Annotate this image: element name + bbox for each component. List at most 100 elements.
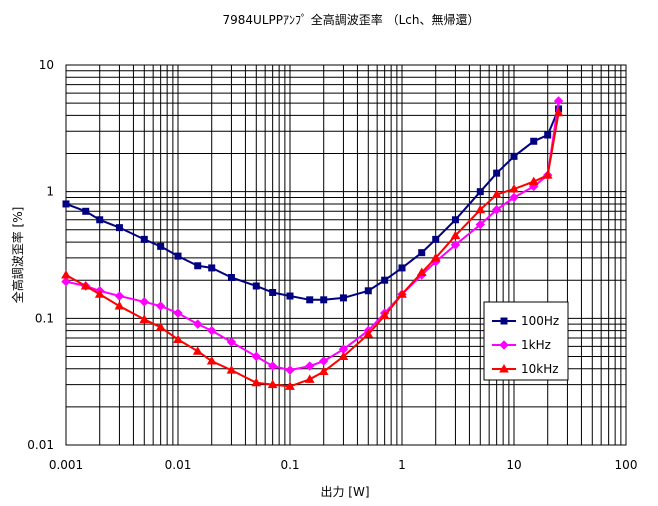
data-point [510, 152, 518, 160]
data-point [318, 366, 329, 376]
data-point [320, 296, 328, 304]
series-line [65, 108, 560, 301]
data-point [252, 282, 260, 290]
data-point [192, 346, 203, 355]
legend-item: 100Hz [492, 314, 559, 328]
series-1kHz [61, 96, 564, 375]
data-point [304, 374, 315, 383]
y-axis-title: 全高調波歪率 [%] [10, 207, 25, 304]
data-point [491, 189, 502, 198]
grid-lines [65, 65, 626, 446]
y-tick-label: 0.01 [27, 438, 54, 452]
data-point [251, 351, 261, 362]
data-point [140, 235, 148, 243]
data-point [530, 137, 538, 145]
plot-area-frame [65, 64, 627, 446]
data-point [509, 192, 519, 203]
data-point [61, 276, 71, 287]
y-tick-label: 10 [39, 58, 54, 72]
x-axis-title: 出力 [W] [320, 485, 369, 499]
data-point [450, 230, 461, 240]
data-point [155, 322, 166, 331]
data-point [61, 269, 71, 279]
data-point [319, 356, 329, 366]
legend-marker [499, 363, 509, 373]
series-line [65, 100, 560, 372]
legend-label: 100Hz [521, 314, 559, 328]
data-point [306, 296, 314, 304]
data-point [208, 264, 216, 272]
x-tick-label: 0.001 [49, 458, 83, 472]
legend-item: 10kHz [492, 362, 559, 376]
data-point [96, 216, 104, 224]
x-tick-label: 0.01 [165, 458, 192, 472]
legend-marker [499, 340, 509, 350]
data-point [193, 319, 203, 329]
data-point [173, 334, 183, 344]
series-10kHz [61, 107, 564, 390]
data-point [542, 170, 553, 179]
data-point [139, 297, 149, 307]
data-point [305, 361, 315, 371]
data-point [450, 240, 461, 250]
data-point [94, 289, 105, 298]
series-line [65, 112, 560, 388]
data-point [493, 169, 501, 177]
data-point [544, 131, 552, 139]
y-axis-tick-labels: 0.01 0.1 1 10 [27, 58, 54, 452]
data-point [381, 276, 389, 284]
data-point [62, 200, 70, 208]
data-point [364, 287, 372, 295]
data-point [363, 329, 374, 338]
data-point [397, 289, 407, 298]
data-point [451, 216, 459, 224]
x-tick-label: 0.1 [280, 458, 299, 472]
data-point [475, 219, 485, 230]
legend: 100Hz 1kHz 10kHz [483, 301, 569, 381]
data-point [267, 361, 278, 371]
data-point [476, 188, 484, 196]
series-layer [61, 96, 564, 390]
y-tick-label: 0.1 [35, 311, 54, 325]
data-point [416, 267, 427, 277]
data-point [226, 337, 237, 347]
data-point [174, 252, 182, 260]
x-tick-label: 1 [398, 458, 406, 472]
chart-title: 7984ULPPｱﾝﾌﾟ 全高調波歪率 （Lch、無帰還） [223, 12, 480, 27]
data-point [194, 262, 202, 270]
data-point [269, 288, 277, 296]
data-point [173, 308, 183, 318]
data-point [114, 301, 125, 310]
legend-box [483, 301, 569, 381]
data-point [338, 351, 349, 360]
data-point [339, 294, 347, 302]
data-point [115, 224, 123, 232]
data-point [206, 356, 217, 365]
x-axis-tick-labels: 0.001 0.01 0.1 1 10 100 [49, 458, 638, 472]
data-point [286, 292, 294, 300]
data-point [398, 264, 406, 272]
data-point [157, 242, 165, 250]
data-point [80, 280, 91, 290]
x-tick-label: 10 [506, 458, 521, 472]
data-point [155, 301, 166, 311]
data-point [553, 96, 564, 106]
data-point [553, 107, 564, 117]
data-point [285, 381, 295, 390]
data-point [418, 249, 426, 257]
x-tick-label: 100 [615, 458, 638, 472]
y-tick-label: 1 [46, 185, 54, 199]
data-point [267, 379, 278, 389]
data-point [226, 365, 237, 374]
data-point [491, 205, 502, 215]
data-point [430, 252, 441, 262]
data-point [207, 325, 217, 336]
data-point [82, 207, 90, 215]
legend-item: 1kHz [492, 338, 551, 352]
legend-label: 1kHz [521, 338, 551, 352]
data-point [528, 176, 539, 186]
data-point [509, 183, 519, 193]
legend-label: 10kHz [521, 362, 559, 376]
data-point [251, 377, 262, 387]
